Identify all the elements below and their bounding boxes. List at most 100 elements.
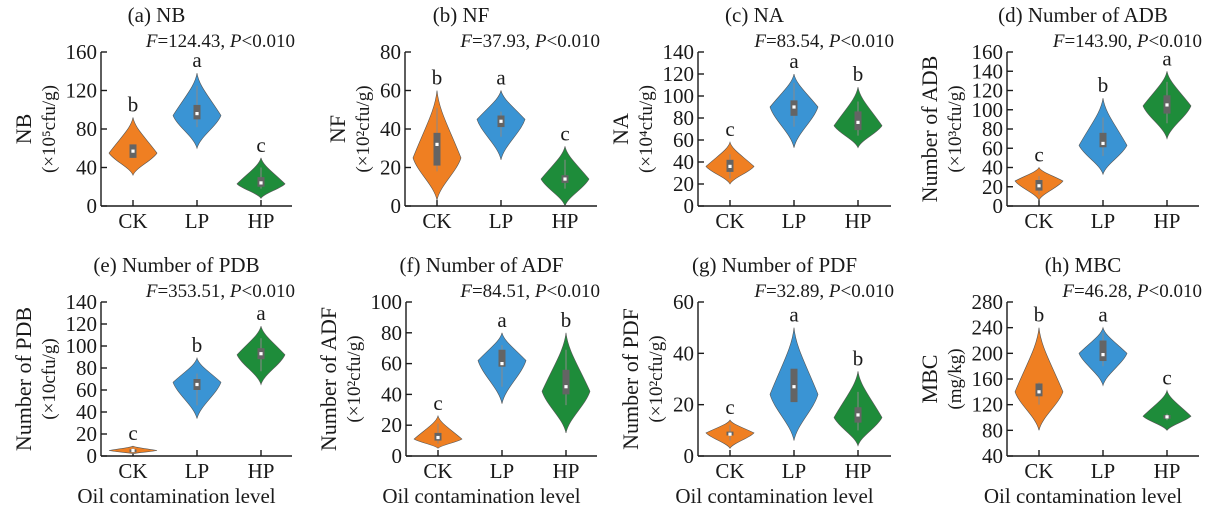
y-axis-unit-label: (×10⁵cfu/g): [39, 85, 60, 173]
x-tick-label: LP: [185, 459, 210, 483]
stat-annotation: F=32.89, P<0.010: [753, 281, 894, 302]
violin-hp: [1142, 389, 1192, 431]
median-marker: [195, 112, 199, 116]
y-tick-label: 120: [663, 62, 695, 86]
y-tick-label: 80: [982, 117, 1003, 141]
y-tick-label: 0: [684, 194, 695, 218]
panel-b: (b) NF F=37.93, P<0.010 0 20 40 60 80 NF (×10²cf…: [325, 3, 600, 233]
y-tick-label: 20: [673, 393, 694, 417]
panel-g: (g) Number of PDF F=32.89, P<0.010 0 20 40 60…: [618, 253, 894, 508]
y-axis-unit-label: (×10²cfu/g): [353, 85, 374, 172]
y-tick-label: 100: [371, 290, 403, 314]
x-tick-label: CK: [422, 209, 451, 233]
x-tick-label: CK: [715, 209, 744, 233]
stat-annotation: F=46.28, P<0.010: [1061, 281, 1202, 302]
significance-letter: b: [1034, 303, 1045, 327]
median-marker: [435, 142, 439, 146]
panel-a: (a) NB F=124.43, P<0.010 0 40 80 120 160 NB (×10…: [11, 3, 295, 233]
x-axis-label: Oil contamination level: [984, 484, 1182, 508]
y-tick-label: 40: [380, 117, 401, 141]
significance-letter: a: [789, 49, 799, 73]
y-tick-label: 80: [76, 356, 97, 380]
significance-letter: b: [853, 346, 864, 370]
y-tick-label: 160: [972, 367, 1004, 391]
y-tick-label: 140: [66, 290, 98, 314]
median-marker: [1165, 415, 1169, 419]
significance-letter: b: [853, 62, 864, 86]
panel-title: (a) NB: [128, 3, 186, 27]
significance-letter: c: [725, 395, 734, 419]
x-tick-label: LP: [489, 209, 514, 233]
y-tick-label: 60: [381, 352, 402, 376]
y-tick-label: 40: [673, 341, 694, 365]
y-axis-unit-label: (×10²cfu/g): [344, 335, 365, 422]
stat-annotation: F=353.51, P<0.010: [145, 281, 295, 302]
y-tick-label: 20: [76, 422, 97, 446]
panel-title: (f) Number of ADF: [400, 253, 564, 277]
y-tick-label: 60: [76, 378, 97, 402]
significance-letter: c: [256, 133, 265, 157]
y-tick-label: 280: [972, 290, 1004, 314]
y-tick-label: 80: [982, 418, 1003, 442]
x-tick-label: LP: [782, 209, 807, 233]
x-tick-label: LP: [1091, 209, 1116, 233]
panel-title: (b) NF: [433, 3, 490, 27]
y-tick-label: 20: [380, 156, 401, 180]
panel-title: (g) Number of PDF: [692, 253, 857, 277]
iqr-box: [1035, 383, 1043, 397]
median-marker: [792, 105, 796, 109]
y-axis-label: Number of ADB: [917, 56, 942, 203]
x-tick-label: HP: [553, 459, 580, 483]
y-axis-label: MBC: [917, 355, 942, 404]
significance-letter: a: [496, 66, 506, 90]
x-tick-label: HP: [1154, 459, 1181, 483]
stat-annotation: F=143.90, P<0.010: [1052, 31, 1202, 52]
iqr-box: [1099, 340, 1107, 362]
x-tick-label: CK: [118, 209, 147, 233]
x-tick-label: LP: [185, 209, 210, 233]
significance-letter: c: [128, 421, 137, 445]
y-tick-label: 100: [972, 98, 1004, 122]
iqr-box: [1099, 132, 1107, 148]
stat-annotation: F=83.54, P<0.010: [753, 31, 894, 52]
y-tick-label: 80: [673, 106, 694, 130]
y-tick-label: 100: [663, 84, 695, 108]
y-tick-label: 0: [684, 444, 695, 468]
x-tick-label: LP: [782, 459, 807, 483]
x-tick-label: LP: [490, 459, 515, 483]
y-axis-unit-label: (×10²cfu/g): [646, 335, 667, 422]
stat-annotation: F=37.93, P<0.010: [459, 31, 600, 52]
x-tick-label: CK: [118, 459, 147, 483]
median-marker: [728, 164, 732, 168]
significance-letter: a: [789, 303, 799, 327]
x-tick-label: HP: [845, 209, 872, 233]
y-tick-label: 0: [993, 194, 1004, 218]
y-tick-label: 160: [972, 40, 1004, 64]
y-axis-unit-label: (mg/kg): [945, 348, 966, 409]
significance-letter: a: [256, 301, 266, 325]
y-tick-label: 140: [663, 40, 695, 64]
y-axis-unit-label: (×10³cfu/g): [945, 85, 966, 172]
median-marker: [856, 120, 860, 124]
median-marker: [131, 448, 135, 453]
median-marker: [1101, 141, 1105, 146]
significance-letter: a: [1162, 46, 1172, 70]
y-tick-label: 80: [381, 321, 402, 345]
y-tick-label: 160: [66, 40, 98, 64]
y-axis-unit-label: (×10cfu/g): [39, 338, 60, 419]
significance-letter: a: [1098, 303, 1108, 327]
iqr-box: [433, 132, 441, 166]
y-tick-label: 40: [381, 382, 402, 406]
median-marker: [131, 149, 135, 153]
y-tick-label: 80: [76, 117, 97, 141]
y-tick-label: 200: [972, 341, 1004, 365]
y-tick-label: 120: [66, 312, 98, 336]
median-marker: [856, 413, 860, 417]
median-marker: [1037, 184, 1041, 188]
significance-letter: c: [725, 117, 734, 141]
significance-letter: b: [432, 66, 443, 90]
y-tick-label: 60: [673, 128, 694, 152]
x-tick-label: HP: [248, 209, 275, 233]
stat-annotation: F=84.51, P<0.010: [459, 281, 600, 302]
iqr-box: [854, 111, 862, 131]
